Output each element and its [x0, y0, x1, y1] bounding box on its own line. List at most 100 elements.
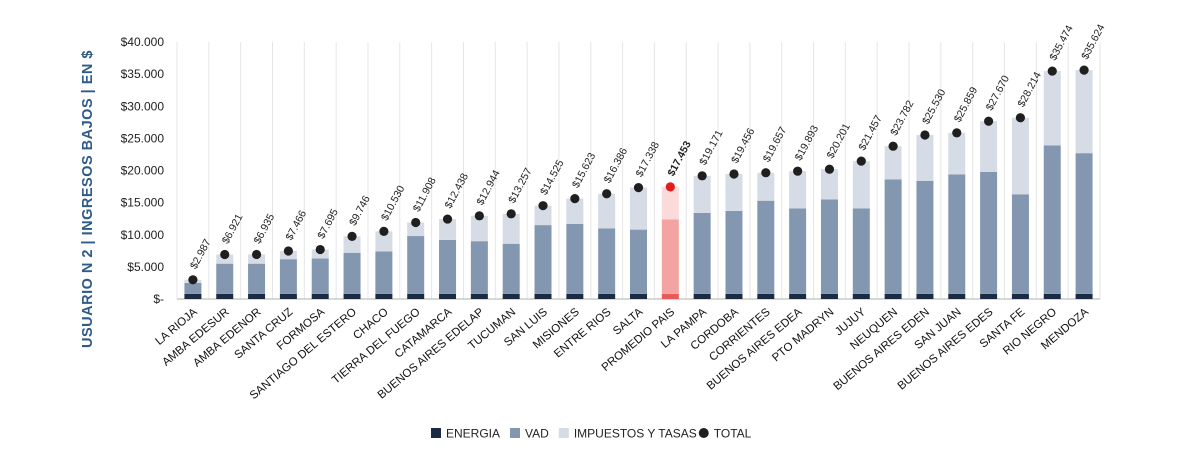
bar-impuestos-y-tasas	[916, 134, 934, 181]
bar-vad	[279, 259, 297, 294]
total-data-label: $19.657	[761, 125, 789, 164]
bar-energia	[630, 293, 647, 299]
bar-vad	[630, 229, 647, 294]
total-data-label: $7.695	[315, 207, 341, 241]
bar-vad	[407, 236, 425, 294]
bar-vad	[980, 171, 998, 294]
total-data-label: $6.935	[252, 212, 278, 246]
total-point	[220, 249, 230, 260]
legend-swatch-energia	[431, 428, 441, 438]
bar-energia	[216, 293, 234, 299]
total-point	[188, 275, 198, 285]
bar-impuestos-y-tasas	[789, 171, 807, 209]
bar-impuestos-y-tasas	[534, 205, 552, 226]
legend-label: VAD	[525, 427, 549, 441]
bar-impuestos-y-tasas	[980, 121, 998, 172]
bar-vad	[852, 208, 870, 294]
bar-impuestos-y-tasas	[343, 236, 361, 253]
total-point	[984, 116, 994, 126]
y-tick-label: $30.000	[121, 99, 165, 113]
bar-energia	[184, 293, 202, 299]
total-data-label: $20.201	[825, 121, 853, 160]
bar-energia	[1075, 293, 1093, 299]
bar-impuestos-y-tasas	[375, 231, 393, 252]
bar-impuestos-y-tasas	[598, 193, 616, 229]
total-data-label: $35.474	[1047, 23, 1075, 62]
total-point	[1079, 65, 1089, 75]
bar-energia	[502, 293, 520, 299]
total-point	[920, 130, 930, 140]
total-data-label: $27.670	[984, 73, 1012, 112]
bar-energia	[725, 293, 743, 299]
total-data-label: $9.746	[347, 194, 373, 228]
bar-energia	[343, 293, 361, 299]
total-data-label: $17.338	[634, 140, 662, 179]
total-point	[761, 168, 771, 178]
bar-vad	[184, 282, 202, 294]
total-point	[1047, 66, 1057, 76]
total-point	[538, 201, 548, 211]
total-point	[411, 217, 421, 228]
bar-impuestos-y-tasas	[630, 187, 647, 230]
y-tick-label: $40.000	[121, 35, 165, 49]
bar-energia	[980, 293, 998, 299]
total-data-label: $21.457	[856, 113, 884, 152]
y-tick-label: $35.000	[121, 67, 165, 81]
total-point	[793, 166, 803, 176]
bar-impuestos-y-tasas	[1075, 70, 1093, 154]
total-point	[729, 169, 739, 179]
total-data-label: $25.530	[920, 87, 948, 126]
bar-impuestos-y-tasas	[407, 222, 425, 237]
legend-label: TOTAL	[714, 427, 752, 441]
bar-vad	[439, 239, 457, 294]
bar-vad	[884, 179, 902, 294]
bar-energia	[279, 293, 297, 299]
total-point	[856, 156, 866, 166]
total-point	[474, 211, 484, 221]
total-data-label: $2.987	[188, 237, 214, 271]
bar-impuestos-y-tasas	[661, 186, 679, 220]
total-data-label: $6.921	[220, 212, 246, 246]
bar-energia	[693, 293, 711, 299]
bar-impuestos-y-tasas	[439, 219, 457, 240]
bar-vad	[375, 251, 393, 294]
bar-energia	[311, 293, 329, 299]
total-data-label: $23.782	[888, 98, 916, 137]
bar-impuestos-y-tasas	[1043, 71, 1061, 146]
total-point	[665, 182, 675, 192]
bar-impuestos-y-tasas	[502, 213, 520, 244]
legend-label: IMPUESTOS Y TASAS	[574, 427, 697, 441]
bar-impuestos-y-tasas	[566, 198, 584, 224]
bar-energia	[470, 293, 488, 299]
total-point	[602, 189, 612, 199]
bar-energia	[789, 293, 807, 299]
y-tick-label: $5.000	[127, 260, 164, 274]
bar-impuestos-y-tasas	[248, 254, 266, 264]
bar-impuestos-y-tasas	[693, 175, 711, 213]
total-data-label: $11.908	[411, 175, 439, 214]
legend-swatch-impuestos-y-tasas	[558, 428, 569, 438]
y-axis-title: USUARIO N 2 | INGRESOS BAJOS | EN $	[80, 50, 96, 348]
bar-energia	[534, 293, 552, 299]
bar-impuestos-y-tasas	[470, 215, 488, 242]
bar-vad	[916, 180, 934, 294]
bar-impuestos-y-tasas	[1011, 117, 1029, 195]
bar-energia	[948, 293, 966, 299]
bar-vad	[1075, 153, 1093, 294]
total-point	[570, 194, 580, 204]
bar-energia	[407, 293, 425, 299]
total-point	[251, 249, 262, 260]
bar-energia	[439, 293, 457, 299]
total-data-label: $12.438	[443, 171, 471, 210]
total-point	[347, 231, 357, 241]
total-data-label: $19.893	[793, 123, 821, 162]
bar-energia	[375, 293, 393, 299]
bar-vad	[789, 208, 807, 294]
total-point	[315, 244, 325, 255]
bar-vad	[216, 263, 234, 294]
bar-vad	[566, 223, 584, 294]
bar-vad	[757, 200, 775, 294]
bar-vad	[948, 174, 966, 294]
bar-vad	[502, 243, 520, 294]
